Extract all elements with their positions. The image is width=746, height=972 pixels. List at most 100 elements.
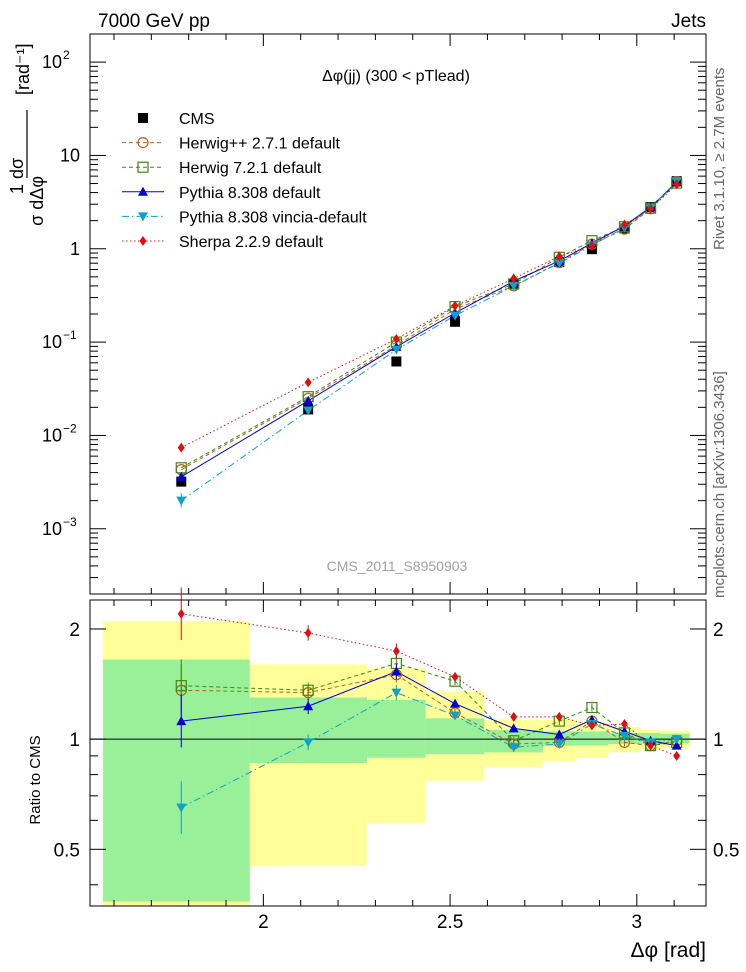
ratio-x-tick-label: 2 xyxy=(258,912,269,933)
stat-band xyxy=(425,718,485,755)
main-y-tick-label: 10 xyxy=(42,519,62,539)
legend-marker xyxy=(138,212,148,222)
main-data-point xyxy=(392,333,400,344)
watermark-analysis-id: CMS_2011_S8950903 xyxy=(327,558,468,574)
ratio-y-tick-label-left: 2 xyxy=(69,620,80,641)
main-data-point xyxy=(391,345,402,355)
legend-label: Pythia 8.308 default xyxy=(179,185,321,202)
ratio-series-markers xyxy=(175,587,683,834)
y-label-denominator: σ dΔφ xyxy=(27,176,47,226)
ratio-data-point xyxy=(586,701,598,714)
ratio-data-point xyxy=(176,716,187,726)
main-data-point xyxy=(450,311,461,321)
legend-label: Herwig++ 2.7.1 default xyxy=(179,136,341,153)
main-y-tick-label: 1 xyxy=(70,239,80,259)
ratio-data-point xyxy=(554,739,565,749)
main-data-point xyxy=(450,316,461,327)
ratio-data-point xyxy=(588,720,596,731)
main-y-axis-label: 1 dσ σ dΔφ [rad⁻¹] xyxy=(7,43,47,225)
legend: CMS Herwig++ 2.7.1 default Herwig 7.2.1 de… xyxy=(122,111,367,251)
main-data-point xyxy=(588,240,596,251)
legend-marker xyxy=(138,186,148,196)
main-data-point xyxy=(177,442,185,453)
ratio-data-point xyxy=(671,735,682,745)
ratio-data-point xyxy=(391,688,402,698)
legend-marker xyxy=(137,137,149,149)
main-y-tick-exponent: −1 xyxy=(63,328,77,342)
main-title: Δφ(jj) (300 < pTlead) xyxy=(322,68,470,85)
ratio-data-point xyxy=(177,608,185,619)
ratio-data-point xyxy=(555,711,563,722)
ratio-data-point xyxy=(450,698,461,708)
main-series-line xyxy=(181,181,677,478)
ratio-data-point xyxy=(451,671,459,682)
ratio-data-point xyxy=(304,628,312,639)
main-y-tick-label: 10 xyxy=(42,425,62,445)
ratio-data-point xyxy=(619,731,630,741)
main-data-point xyxy=(303,406,314,416)
ratio-y-tick-label-right: 0.5 xyxy=(713,840,739,861)
ratio-data-point xyxy=(176,803,187,813)
legend-marker xyxy=(137,161,149,173)
main-y-tick-exponent: −3 xyxy=(63,515,77,529)
main-data-point xyxy=(510,273,518,284)
ratio-y-tick-label-left: 0.5 xyxy=(54,840,80,861)
side-mcplots-label: mcplots.cern.ch [arXiv:1306.3436] xyxy=(711,371,728,598)
ratio-data-point xyxy=(510,711,518,722)
ratio-data-point xyxy=(175,680,187,692)
x-axis-label: Δφ [rad] xyxy=(631,939,707,962)
main-data-point xyxy=(554,259,565,269)
ratio-data-point xyxy=(620,718,628,729)
main-series-markers xyxy=(175,175,683,508)
legend-label: CMS xyxy=(179,111,215,128)
main-data-point xyxy=(647,203,655,214)
ratio-data-point xyxy=(554,729,565,739)
ratio-data-point xyxy=(391,666,402,676)
legend-marker xyxy=(138,113,148,123)
ratio-data-point xyxy=(303,701,314,711)
main-data-point xyxy=(391,356,402,367)
ratio-series-line xyxy=(181,692,677,809)
main-data-point xyxy=(304,377,312,388)
ratio-panel: 0.5 0.5 1 1 2 2 2 2.5 3 Ratio to CMS Δφ [rad] xyxy=(27,587,739,962)
ratio-data-point xyxy=(508,723,519,733)
ratio-axis-ticks: 0.5 0.5 1 1 2 2 2 2.5 3 xyxy=(54,600,739,933)
legend-label: Herwig 7.2.1 default xyxy=(179,160,322,177)
ratio-series-line xyxy=(181,674,677,747)
header-energy-label: 7000 GeV pp xyxy=(98,11,210,32)
stat-band xyxy=(367,699,426,758)
ratio-series-line xyxy=(181,613,677,757)
legend-marker xyxy=(139,236,147,246)
stat-band xyxy=(103,659,250,902)
legend-label: Sherpa 2.2.9 default xyxy=(179,234,324,251)
ratio-x-tick-label: 2.5 xyxy=(437,912,463,933)
header-category-label: Jets xyxy=(671,11,706,32)
ratio-data-point xyxy=(647,740,655,751)
main-data-point xyxy=(508,281,519,291)
y-label-numerator: 1 dσ xyxy=(7,158,27,194)
ratio-y-tick-label-right: 2 xyxy=(713,620,724,641)
ratio-data-point xyxy=(303,738,314,748)
ratio-frame xyxy=(89,599,707,907)
main-data-point xyxy=(176,476,187,487)
ratio-data-point xyxy=(508,743,519,753)
legend-label: Pythia 8.308 vincia-default xyxy=(179,209,367,226)
main-series-lines xyxy=(180,180,678,502)
main-data-point xyxy=(555,251,563,262)
main-data-point xyxy=(673,179,681,190)
ratio-y-tick-label-left: 1 xyxy=(69,730,80,751)
ratio-y-label: Ratio to CMS xyxy=(27,735,44,824)
main-data-point xyxy=(303,395,314,405)
ratio-data-point xyxy=(671,740,682,750)
y-label-unit: [rad⁻¹] xyxy=(13,43,33,95)
stat-band xyxy=(575,731,609,746)
main-y-tick-exponent: 2 xyxy=(63,48,70,62)
main-data-point xyxy=(176,471,187,481)
main-data-point xyxy=(620,219,628,230)
main-data-point xyxy=(451,300,459,311)
ratio-data-point xyxy=(392,646,400,657)
ratio-x-tick-label: 3 xyxy=(632,912,643,933)
